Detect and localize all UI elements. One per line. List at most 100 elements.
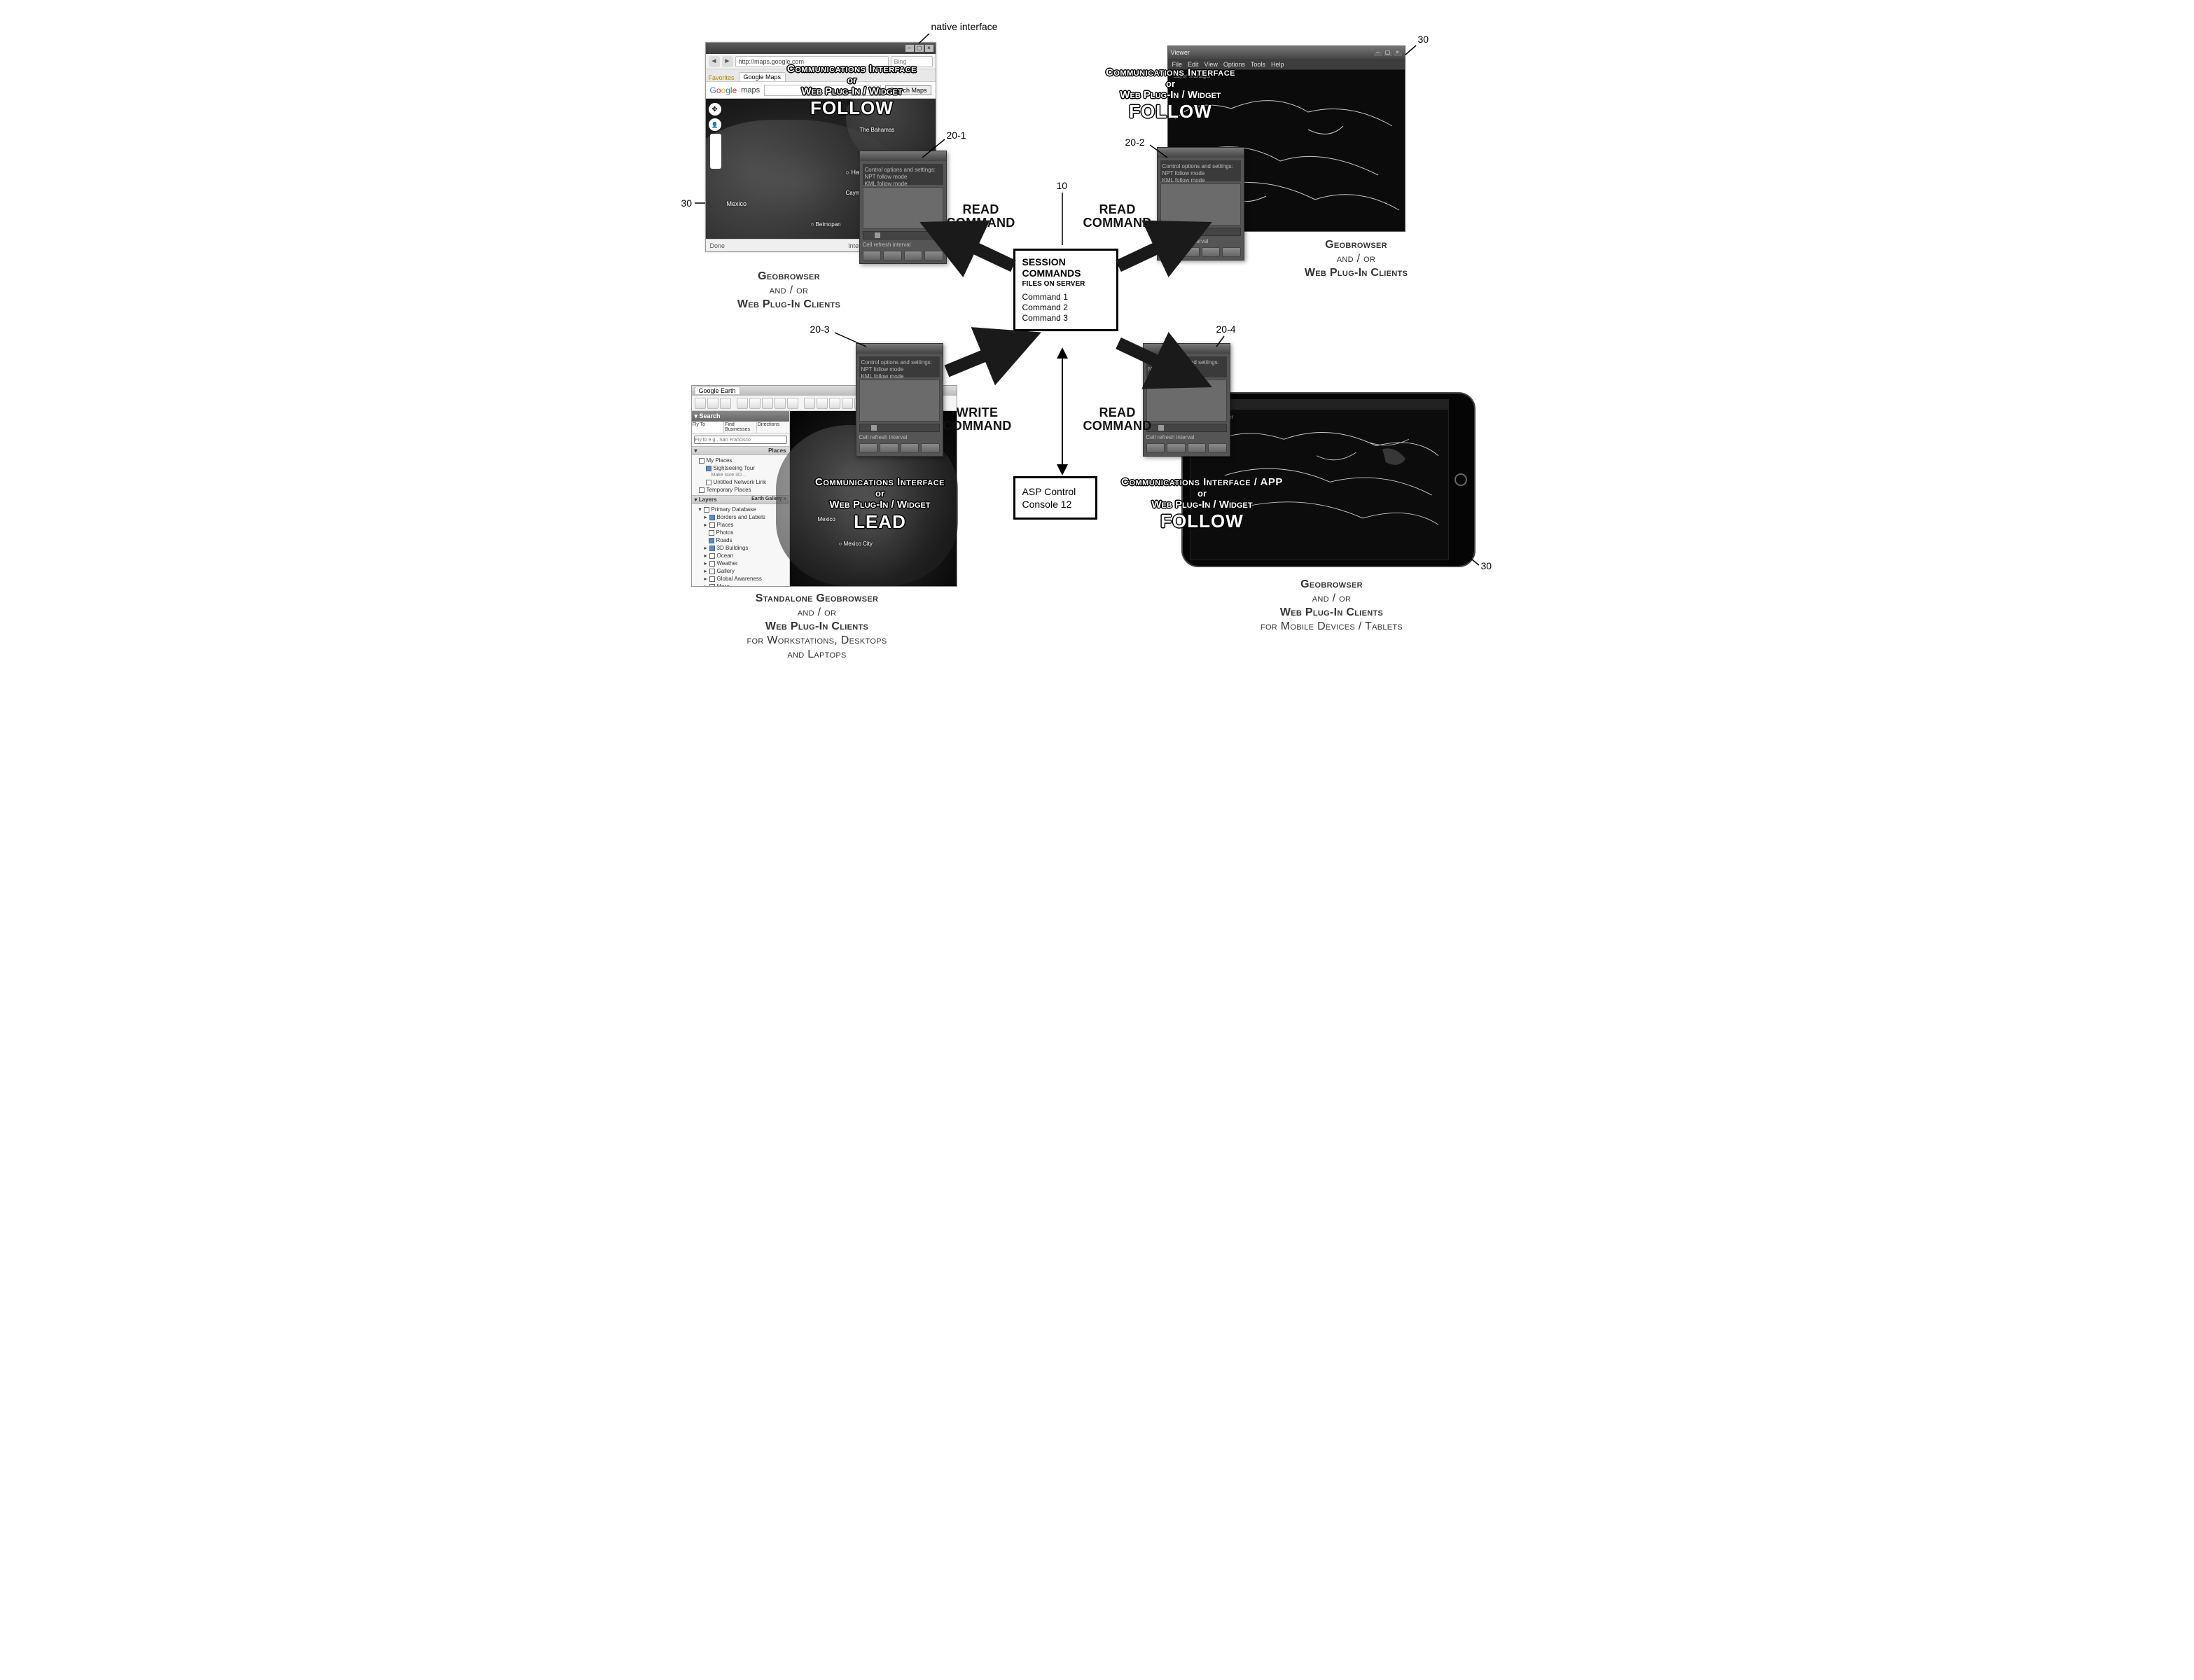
session-commands-box: SESSION COMMANDS FILES ON SERVER Command…	[1013, 249, 1118, 331]
ge-places-hdr[interactable]: ▾ Places	[692, 446, 789, 455]
map-controls[interactable]: ✥ 👤	[709, 103, 723, 169]
tool-icon[interactable]	[775, 398, 786, 409]
widget-button[interactable]	[1160, 247, 1179, 257]
favorites-label[interactable]: Favorites	[709, 74, 735, 81]
search-maps-button[interactable]: Search Maps	[885, 85, 931, 95]
ge-tab-flyto[interactable]: Fly To	[692, 422, 725, 433]
browser-search[interactable]: Bing	[891, 56, 933, 67]
list-item[interactable]: ▸ Ocean	[699, 552, 786, 560]
caption-tr: Geobrowser and / or Web Plug-In Clients	[1265, 238, 1447, 280]
list-item[interactable]: ▸ Gallery	[699, 567, 786, 575]
widget-button[interactable]	[1181, 247, 1200, 257]
widget-panel-20-1[interactable]: Control options and settings: NPT follow…	[859, 151, 947, 264]
pan-control-icon[interactable]: ✥	[709, 103, 721, 116]
home-button-icon[interactable]	[1454, 473, 1467, 486]
widget-slider[interactable]	[863, 231, 943, 239]
widget-button[interactable]	[880, 443, 898, 453]
tool-icon[interactable]	[804, 398, 815, 409]
menu-file[interactable]: File	[1172, 61, 1183, 68]
list-item[interactable]: My Places	[699, 457, 786, 464]
ge-layers-hdr[interactable]: ▾ LayersEarth Gallery »	[692, 495, 789, 504]
list-item[interactable]: ▸ Places	[699, 521, 786, 529]
max-icon[interactable]: ▢	[1384, 49, 1392, 56]
session-title-1: SESSION	[1022, 256, 1109, 268]
list-item[interactable]: ▸ Borders and Labels	[699, 513, 786, 521]
widget-label: Cell refresh interval	[863, 242, 943, 248]
fwd-icon[interactable]: ►	[722, 56, 733, 67]
list-item[interactable]: Temporary Places	[699, 486, 786, 494]
flow-read-tr: READCOMMAND	[1083, 203, 1152, 230]
list-item[interactable]: ▸ More	[699, 583, 786, 586]
widget-panel-20-2[interactable]: Control options and settings: NPT follow…	[1157, 147, 1244, 261]
list-item[interactable]: Untitled Network Link	[699, 478, 786, 486]
widget-button[interactable]	[1188, 443, 1207, 453]
widget-button[interactable]	[1208, 443, 1227, 453]
gmaps-header: Google maps Search Maps	[706, 82, 936, 99]
ref-native-interface: native interface	[931, 21, 998, 32]
list-item[interactable]: ▸ Global Awareness	[699, 575, 786, 583]
menu-view[interactable]: View	[1204, 61, 1218, 68]
tool-icon[interactable]	[707, 398, 718, 409]
widget-button[interactable]	[901, 443, 919, 453]
widget-button[interactable]	[921, 443, 940, 453]
ge-tab[interactable]: Google Earth	[695, 387, 740, 395]
menu-options[interactable]: Options	[1223, 61, 1245, 68]
tool-icon[interactable]	[749, 398, 761, 409]
map-label-bahamas: The Bahamas	[860, 127, 895, 133]
tool-icon[interactable]	[762, 398, 773, 409]
tool-icon[interactable]	[720, 398, 731, 409]
list-item[interactable]: ▸ Weather	[699, 560, 786, 567]
widget-button[interactable]	[863, 251, 882, 261]
widget-button[interactable]	[904, 251, 923, 261]
widget-button[interactable]	[924, 251, 943, 261]
list-item[interactable]: Photos	[699, 529, 786, 536]
widget-button[interactable]	[883, 251, 902, 261]
flow-write-bl: WRITECOMMAND	[943, 406, 1012, 433]
tool-icon[interactable]	[787, 398, 798, 409]
tool-icon[interactable]	[737, 398, 748, 409]
ge-tab-dir[interactable]: Directions	[757, 422, 789, 433]
min-icon[interactable]: –	[1374, 49, 1382, 56]
close-icon[interactable]: ×	[925, 45, 933, 52]
close-icon[interactable]: ×	[1394, 49, 1402, 56]
widget-titlebar[interactable]	[860, 151, 946, 161]
min-icon[interactable]: –	[905, 45, 914, 52]
session-title-2: COMMANDS	[1022, 268, 1109, 279]
zoom-slider[interactable]	[710, 134, 721, 169]
list-item[interactable]: Sightseeing Tour	[699, 464, 786, 472]
max-icon[interactable]: ▢	[915, 45, 924, 52]
menu-tools[interactable]: Tools	[1251, 61, 1265, 68]
street-view-icon[interactable]: 👤	[709, 118, 721, 131]
widget-panel-20-4[interactable]: Control options and settings: NPT follow…	[1143, 343, 1230, 457]
list-item[interactable]: ▾ Primary Database	[699, 506, 786, 513]
tool-icon[interactable]	[817, 398, 828, 409]
tool-icon[interactable]	[695, 398, 706, 409]
ge-search-hdr[interactable]: ▾ Search	[692, 411, 789, 422]
widget-button[interactable]	[1167, 443, 1186, 453]
menu-edit[interactable]: Edit	[1188, 61, 1199, 68]
widget-button[interactable]	[1146, 443, 1165, 453]
ge-tab-biz[interactable]: Find Businesses	[724, 422, 757, 433]
list-item[interactable]: ▸ 3D Buildings	[699, 544, 786, 552]
widget-slider[interactable]	[859, 424, 940, 432]
widget-slider[interactable]	[1160, 228, 1241, 236]
caption-tl: Geobrowser and / or Web Plug-In Clients	[705, 270, 873, 312]
browser-titlebar: – ▢ ×	[706, 43, 936, 54]
widget-button[interactable]	[1222, 247, 1241, 257]
ge-flyto-input[interactable]	[694, 436, 787, 444]
map-search-input[interactable]	[764, 85, 881, 96]
list-item: Command 1	[1022, 292, 1109, 302]
tool-icon[interactable]	[829, 398, 840, 409]
widget-slider[interactable]	[1146, 424, 1227, 432]
list-item[interactable]: Roads	[699, 536, 786, 544]
back-icon[interactable]: ◄	[709, 56, 720, 67]
menu-help[interactable]: Help	[1271, 61, 1284, 68]
widget-button[interactable]	[859, 443, 878, 453]
address-bar[interactable]: http://maps.google.com	[735, 56, 889, 67]
widget-button[interactable]	[1202, 247, 1221, 257]
session-commands-list: Command 1 Command 2 Command 3	[1022, 292, 1109, 323]
widget-panel-20-3[interactable]: Control options and settings: NPT follow…	[856, 343, 943, 457]
browser-tab[interactable]: Google Maps	[739, 72, 786, 81]
tool-icon[interactable]	[842, 398, 853, 409]
ref-20-4: 20-4	[1216, 324, 1236, 335]
